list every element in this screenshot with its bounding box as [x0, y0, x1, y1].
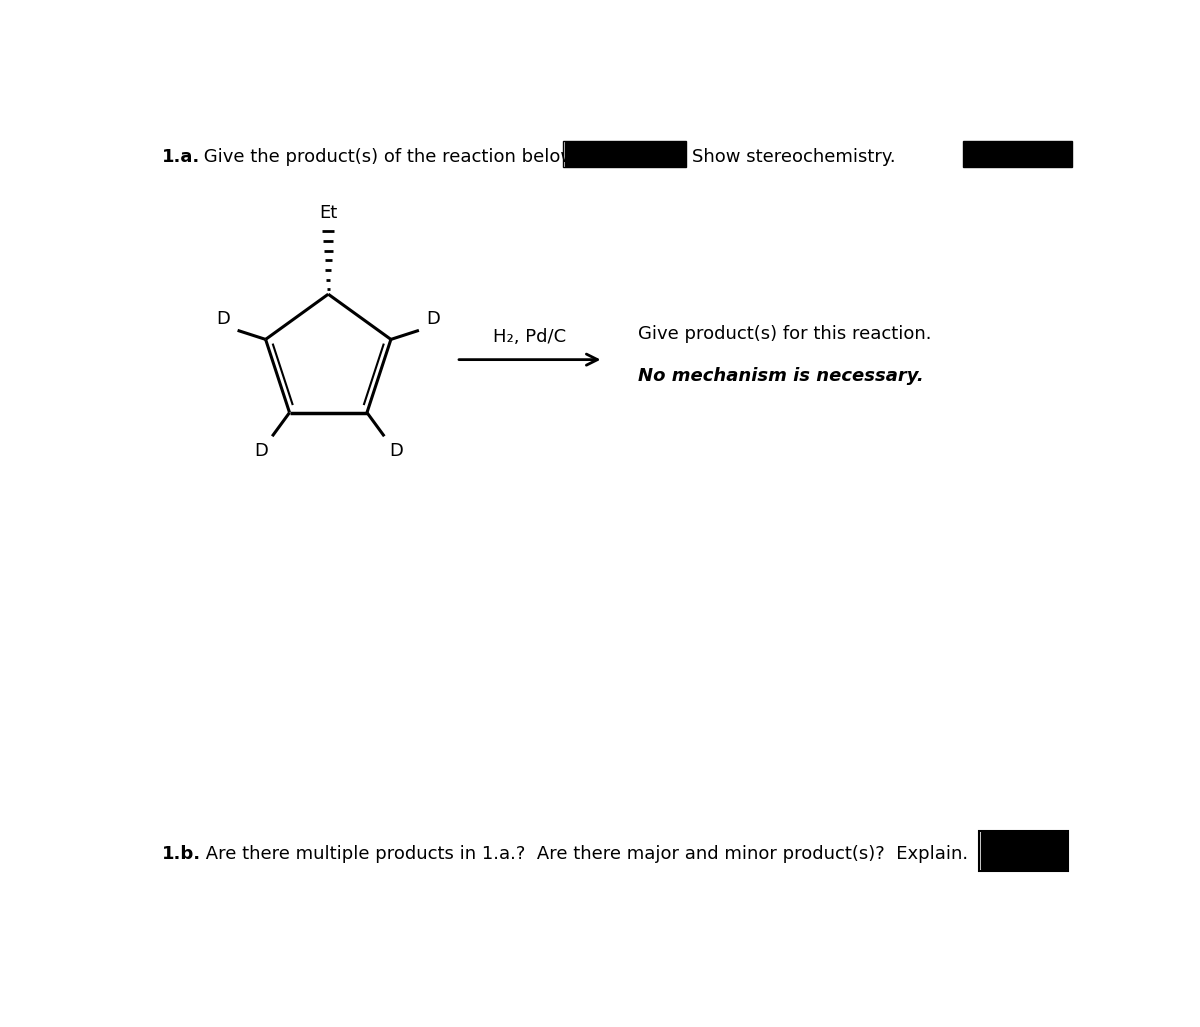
Text: D: D — [426, 310, 440, 328]
Bar — [980, 833, 1066, 870]
Text: D: D — [253, 443, 268, 460]
Text: Give the product(s) of the reaction below.: Give the product(s) of the reaction belo… — [198, 148, 580, 166]
Text: D: D — [216, 310, 230, 328]
Text: Give product(s) for this reaction.: Give product(s) for this reaction. — [638, 325, 931, 343]
Bar — [964, 143, 1070, 165]
Bar — [564, 142, 686, 166]
Bar — [565, 143, 685, 165]
Text: Are there multiple products in 1.a.?  Are there major and minor product(s)?  Exp: Are there multiple products in 1.a.? Are… — [200, 845, 968, 863]
Text: D: D — [389, 443, 403, 460]
Text: 1.b.: 1.b. — [162, 845, 200, 863]
Bar — [979, 831, 1068, 871]
Text: 1.a.: 1.a. — [162, 148, 200, 166]
Bar — [962, 142, 1072, 166]
Text: Show stereochemistry.: Show stereochemistry. — [692, 148, 896, 166]
Text: Et: Et — [319, 203, 337, 222]
Text: No mechanism is necessary.: No mechanism is necessary. — [638, 368, 924, 385]
Text: H₂, Pd/C: H₂, Pd/C — [493, 328, 566, 346]
